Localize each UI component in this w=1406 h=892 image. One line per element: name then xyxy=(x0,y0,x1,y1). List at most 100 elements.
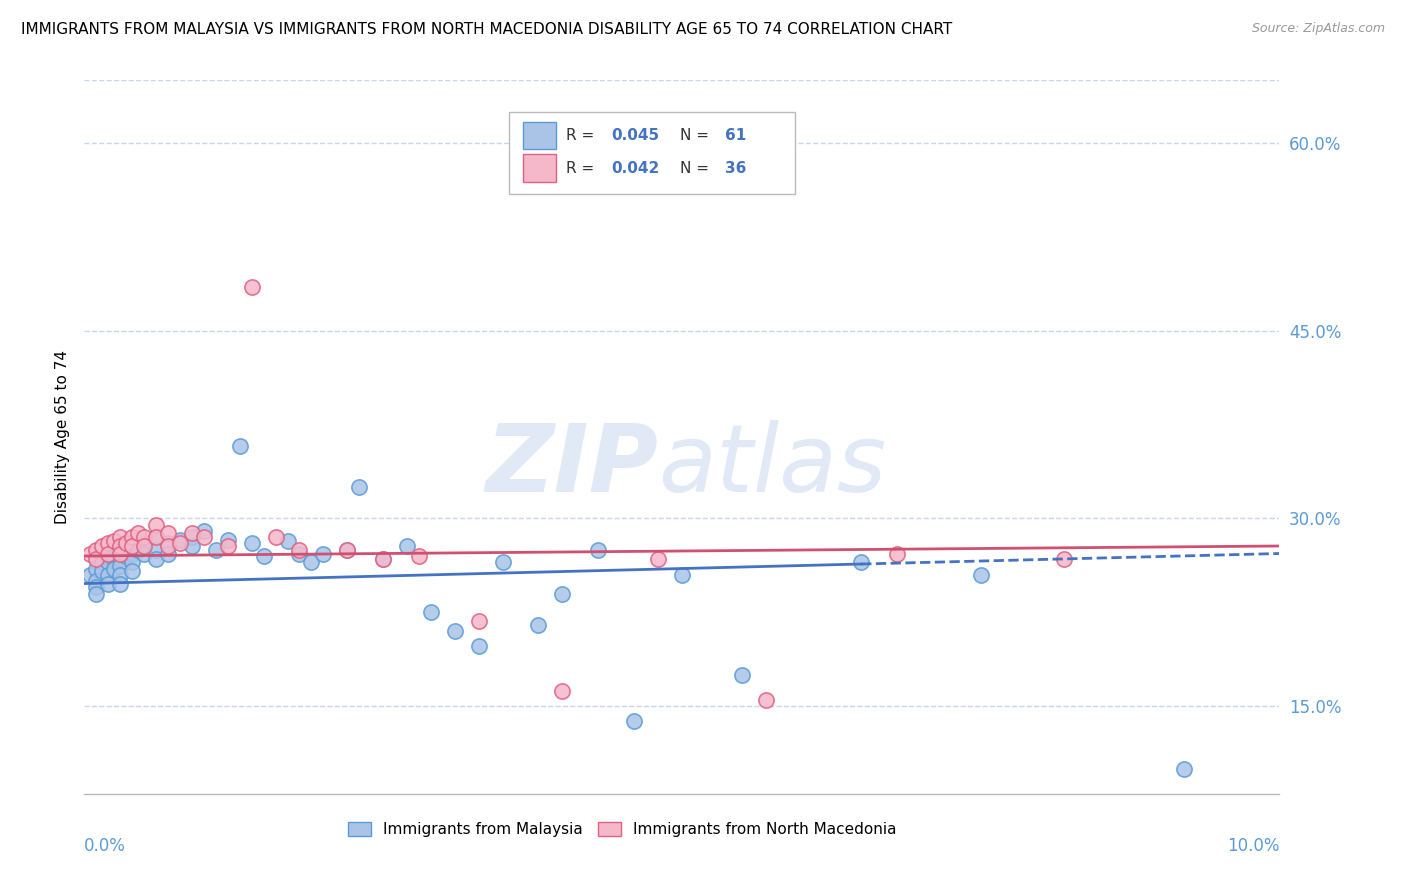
Point xyxy=(312,547,335,561)
Point xyxy=(121,555,143,569)
Point xyxy=(228,439,252,453)
Point xyxy=(755,693,778,707)
Point xyxy=(336,542,359,557)
Point xyxy=(79,567,101,582)
Point xyxy=(145,542,167,557)
Point xyxy=(217,533,239,547)
Point xyxy=(671,567,693,582)
Point xyxy=(1053,551,1076,566)
Point xyxy=(121,539,143,553)
Point xyxy=(551,586,574,600)
Point xyxy=(157,536,180,550)
Point xyxy=(527,618,550,632)
Point xyxy=(1173,762,1195,776)
Point xyxy=(103,551,125,566)
Point xyxy=(86,542,108,557)
Point xyxy=(253,549,276,563)
Point xyxy=(110,551,132,566)
Point xyxy=(468,639,491,653)
Point xyxy=(181,539,204,553)
Point xyxy=(217,539,239,553)
Text: atlas: atlas xyxy=(658,420,886,511)
Point xyxy=(169,533,191,547)
Point xyxy=(408,549,430,563)
Point xyxy=(86,580,108,594)
Point xyxy=(86,551,108,566)
Text: N =: N = xyxy=(679,128,713,143)
Point xyxy=(623,714,645,729)
Point xyxy=(193,530,215,544)
Text: IMMIGRANTS FROM MALAYSIA VS IMMIGRANTS FROM NORTH MACEDONIA DISABILITY AGE 65 TO: IMMIGRANTS FROM MALAYSIA VS IMMIGRANTS F… xyxy=(21,22,952,37)
Point xyxy=(264,530,287,544)
Point xyxy=(110,542,132,557)
Point xyxy=(551,684,574,698)
Point xyxy=(121,564,143,578)
Point xyxy=(110,539,132,553)
Text: ZIP: ZIP xyxy=(485,419,658,512)
Point xyxy=(886,547,908,561)
Point xyxy=(145,517,167,532)
Text: R =: R = xyxy=(567,161,599,176)
Text: N =: N = xyxy=(679,161,713,176)
Point xyxy=(110,567,132,582)
Point xyxy=(115,549,138,563)
FancyBboxPatch shape xyxy=(523,121,557,149)
Point xyxy=(277,533,299,548)
FancyBboxPatch shape xyxy=(509,112,796,194)
Text: R =: R = xyxy=(567,128,599,143)
Point xyxy=(145,551,167,566)
Point xyxy=(97,567,120,582)
Point xyxy=(79,547,101,561)
Point xyxy=(169,536,191,550)
Point xyxy=(91,564,114,578)
Point xyxy=(110,576,132,591)
Text: 0.0%: 0.0% xyxy=(84,837,127,855)
Point xyxy=(288,547,311,561)
Point xyxy=(157,526,180,541)
Point xyxy=(731,668,754,682)
Point xyxy=(86,574,108,588)
Point xyxy=(193,524,215,538)
Y-axis label: Disability Age 65 to 74: Disability Age 65 to 74 xyxy=(55,350,70,524)
Point xyxy=(127,542,149,557)
Point xyxy=(181,530,204,544)
Point xyxy=(121,539,143,553)
Point xyxy=(132,547,156,561)
Point xyxy=(647,551,669,566)
Text: 10.0%: 10.0% xyxy=(1227,837,1279,855)
Point xyxy=(97,547,120,561)
Point xyxy=(336,542,359,557)
Point xyxy=(396,539,419,553)
Point xyxy=(110,530,132,544)
Point xyxy=(97,549,120,563)
Point xyxy=(97,576,120,591)
Point xyxy=(103,533,125,548)
Point xyxy=(145,530,167,544)
Point xyxy=(110,547,132,561)
Point xyxy=(588,542,610,557)
Point xyxy=(97,555,120,569)
Point xyxy=(970,567,993,582)
Point xyxy=(205,542,228,557)
Point xyxy=(110,559,132,574)
FancyBboxPatch shape xyxy=(523,154,557,182)
Text: 36: 36 xyxy=(725,161,747,176)
Point xyxy=(373,551,395,566)
Point xyxy=(86,586,108,600)
Point xyxy=(132,536,156,550)
Point xyxy=(301,555,323,569)
Text: 0.042: 0.042 xyxy=(612,161,659,176)
Point xyxy=(288,542,311,557)
Text: 0.045: 0.045 xyxy=(612,128,659,143)
Point xyxy=(240,280,263,294)
Point xyxy=(157,547,180,561)
Point xyxy=(132,530,156,544)
Point xyxy=(132,539,156,553)
Legend: Immigrants from Malaysia, Immigrants from North Macedonia: Immigrants from Malaysia, Immigrants fro… xyxy=(342,816,903,843)
Point xyxy=(97,536,120,550)
Point xyxy=(181,526,204,541)
Point xyxy=(157,539,180,553)
Point xyxy=(103,561,125,575)
Point xyxy=(91,555,114,569)
Point xyxy=(349,480,371,494)
